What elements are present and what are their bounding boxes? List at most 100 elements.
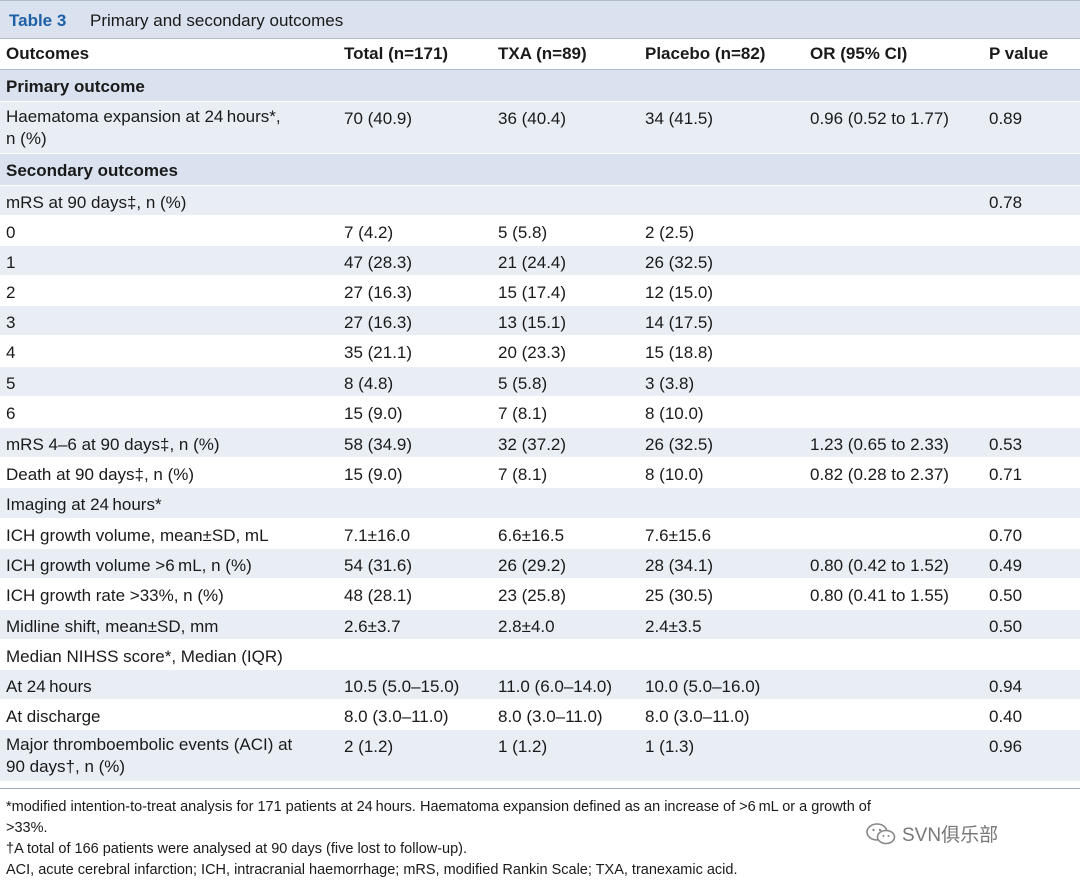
- table-bottom-rule: [0, 788, 1080, 789]
- cell-total: 7.1±16.0: [344, 526, 411, 545]
- cell-txa: 32 (37.2): [498, 435, 567, 454]
- cell-outcome: 0: [6, 223, 16, 242]
- cell-placebo: 7.6±15.6: [645, 526, 712, 545]
- col-header-placebo: Placebo (n=82): [645, 44, 766, 63]
- cell-outcome: 4: [6, 343, 16, 362]
- cell-txa: 36 (40.4): [498, 109, 567, 128]
- cell-outcome: Death at 90 days‡, n (%): [6, 465, 195, 484]
- cell-placebo: 2 (2.5): [645, 223, 695, 242]
- cell-total: 8.0 (3.0–11.0): [344, 707, 449, 726]
- cell-placebo: 10.0 (5.0–16.0): [645, 677, 761, 696]
- cell-placebo: 8 (10.0): [645, 465, 704, 484]
- cell-txa: 8.0 (3.0–11.0): [498, 707, 603, 726]
- cell-txa: 26 (29.2): [498, 556, 567, 575]
- cell-outcome: Secondary outcomes: [6, 161, 178, 180]
- table-row: Death at 90 days‡, n (%) 15 (9.0) 7 (8.1) 8…: [0, 458, 1080, 488]
- table-row: At discharge 8.0 (3.0–11.0) 8.0 (3.0–11.0)…: [0, 700, 1080, 730]
- cell-txa: 5 (5.8): [498, 223, 548, 242]
- table-row: 0 7 (4.2) 5 (5.8) 2 (2.5): [0, 216, 1080, 246]
- cell-placebo: 8 (10.0): [645, 404, 704, 423]
- table-header-row: Outcomes Total (n=171) TXA (n=89) Placeb…: [0, 38, 1080, 70]
- cell-or: 0.80 (0.42 to 1.52): [810, 556, 949, 575]
- cell-pvalue: 0.96: [989, 737, 1023, 756]
- cell-total: 54 (31.6): [344, 556, 413, 575]
- cell-txa: 20 (23.3): [498, 343, 567, 362]
- table-row: ICH growth volume >6 mL, n (%) 54 (31.6) 2…: [0, 549, 1080, 579]
- footnote-2: †A total of 166 patients were analysed a…: [6, 841, 468, 857]
- watermark: SVN俱乐部: [866, 820, 998, 847]
- cell-total: 2 (1.2): [344, 737, 394, 756]
- col-header-outcomes: Outcomes: [6, 44, 90, 63]
- cell-txa: 7 (8.1): [498, 404, 548, 423]
- section-row: Secondary outcomes: [0, 154, 1080, 186]
- cell-placebo: 2.4±3.5: [645, 617, 702, 636]
- cell-outcome: 1: [6, 253, 16, 272]
- table-row: Haematoma expansion at 24 hours*, n (%) 7…: [0, 102, 1080, 154]
- cell-outcome: At discharge: [6, 707, 101, 726]
- table-row: 6 15 (9.0) 7 (8.1) 8 (10.0): [0, 397, 1080, 428]
- cell-total: 7 (4.2): [344, 223, 394, 242]
- cell-total: 27 (16.3): [344, 283, 413, 302]
- cell-outcome: 5: [6, 374, 16, 393]
- cell-total: 35 (21.1): [344, 343, 413, 362]
- table-title: Primary and secondary outcomes: [90, 11, 344, 30]
- table-row: 4 35 (21.1) 20 (23.3) 15 (18.8): [0, 336, 1080, 367]
- cell-total: 8 (4.8): [344, 374, 394, 393]
- table-row: Major thromboembolic events (ACI) at 90 …: [0, 730, 1080, 782]
- cell-pvalue: 0.49: [989, 556, 1023, 575]
- cell-pvalue: 0.50: [989, 586, 1023, 605]
- cell-outcome: ICH growth volume >6 mL, n (%): [6, 556, 252, 575]
- cell-total: 48 (28.1): [344, 586, 413, 605]
- table-row: 2 27 (16.3) 15 (17.4) 12 (15.0): [0, 276, 1080, 306]
- cell-outcome: Midline shift, mean±SD, mm: [6, 617, 219, 636]
- cell-or: 1.23 (0.65 to 2.33): [810, 435, 949, 454]
- table-row: 3 27 (16.3) 13 (15.1) 14 (17.5): [0, 306, 1080, 336]
- cell-placebo: 26 (32.5): [645, 435, 714, 454]
- cell-txa: 7 (8.1): [498, 465, 548, 484]
- cell-outcome: At 24 hours: [6, 677, 92, 696]
- cell-total: 2.6±3.7: [344, 617, 401, 636]
- table-row: ICH growth rate >33%, n (%) 48 (28.1) 23 (…: [0, 579, 1080, 610]
- cell-placebo: 26 (32.5): [645, 253, 714, 272]
- cell-txa: 5 (5.8): [498, 374, 548, 393]
- table-title-bar: Table 3 Primary and secondary outcomes: [0, 0, 1080, 38]
- cell-or: 0.80 (0.41 to 1.55): [810, 586, 949, 605]
- cell-outcome: ICH growth rate >33%, n (%): [6, 586, 224, 605]
- cell-pvalue: 0.89: [989, 109, 1023, 128]
- col-header-total: Total (n=171): [344, 44, 449, 63]
- cell-placebo: 14 (17.5): [645, 313, 714, 332]
- cell-txa: 11.0 (6.0–14.0): [498, 677, 613, 696]
- cell-pvalue: 0.71: [989, 465, 1023, 484]
- cell-placebo: 3 (3.8): [645, 374, 695, 393]
- cell-placebo: 15 (18.8): [645, 343, 714, 362]
- footnote-1b: >33%.: [6, 820, 48, 836]
- cell-pvalue: 0.78: [989, 193, 1023, 212]
- cell-outcome: Median NIHSS score*, Median (IQR): [6, 647, 283, 666]
- watermark-text: SVN俱乐部: [902, 825, 999, 846]
- cell-txa: 1 (1.2): [498, 737, 548, 756]
- cell-pvalue: 0.70: [989, 526, 1023, 545]
- cell-placebo: 25 (30.5): [645, 586, 714, 605]
- table-row: Midline shift, mean±SD, mm 2.6±3.7 2.8±4.0…: [0, 610, 1080, 640]
- table-row: Median NIHSS score*, Median (IQR): [0, 640, 1080, 670]
- cell-txa: 23 (25.8): [498, 586, 567, 605]
- table-row: mRS at 90 days‡, n (%) 0.78: [0, 186, 1080, 216]
- cell-txa: 21 (24.4): [498, 253, 567, 272]
- table-row: 5 8 (4.8) 5 (5.8) 3 (3.8): [0, 367, 1080, 397]
- cell-outcome: 2: [6, 283, 16, 302]
- cell-outcome: Imaging at 24 hours*: [6, 495, 162, 514]
- cell-outcome: 3: [6, 313, 16, 332]
- col-header-txa: TXA (n=89): [498, 44, 587, 63]
- footnote-3: ACI, acute cerebral infarction; ICH, int…: [6, 862, 738, 878]
- cell-placebo: 8.0 (3.0–11.0): [645, 707, 750, 726]
- cell-outcome: ICH growth volume, mean±SD, mL: [6, 526, 269, 545]
- cell-placebo: 34 (41.5): [645, 109, 714, 128]
- cell-total: 15 (9.0): [344, 465, 403, 484]
- table-row: Imaging at 24 hours*: [0, 488, 1080, 519]
- cell-pvalue: 0.53: [989, 435, 1023, 454]
- cell-total: 10.5 (5.0–15.0): [344, 677, 460, 696]
- cell-total: 27 (16.3): [344, 313, 413, 332]
- table-row: At 24 hours 10.5 (5.0–15.0) 11.0 (6.0–14.0…: [0, 670, 1080, 700]
- cell-pvalue: 0.40: [989, 707, 1023, 726]
- cell-total: 58 (34.9): [344, 435, 413, 454]
